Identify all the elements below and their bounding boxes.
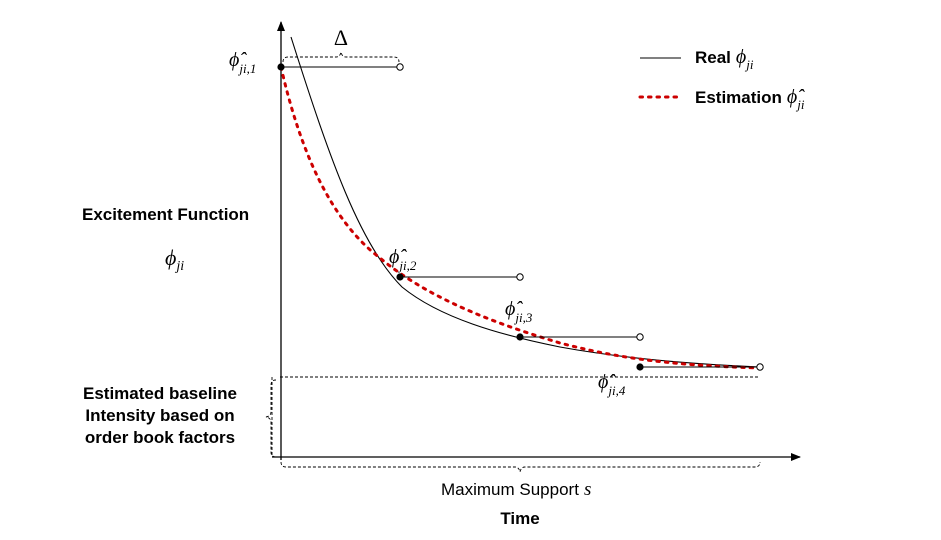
baseline-label-line1: Estimated baseline: [83, 384, 237, 403]
max-support-brace: [280, 461, 761, 473]
legend-real-label: Real ϕji: [695, 46, 754, 72]
step-start-4: [636, 363, 644, 371]
step-start-1: [277, 63, 285, 71]
point-label-3: ϕ̂ji,3: [505, 298, 533, 325]
step-end-2: [516, 273, 524, 281]
estimation-curve: [279, 65, 762, 370]
delta-brace: [282, 51, 400, 63]
step-end-4: [756, 363, 764, 371]
baseline-label-line3: order book factors: [85, 428, 235, 447]
baseline-brace: [265, 379, 277, 458]
y-axis-title: Excitement Function: [82, 205, 249, 224]
y-axis-symbol: ϕji: [165, 245, 184, 274]
step-end-3: [636, 333, 644, 341]
x-axis-title: Time: [500, 509, 539, 528]
baseline-label-line2: Intensity based on: [85, 406, 234, 425]
step-start-2: [396, 273, 404, 281]
delta-label: Δ: [334, 25, 348, 50]
point-label-4: ϕ̂ji,4: [598, 371, 626, 398]
point-label-1: ϕ̂ji,1: [229, 49, 256, 76]
real-curve: [290, 36, 761, 368]
step-start-3: [516, 333, 524, 341]
max-support-label: Maximum Support s: [441, 479, 591, 500]
step-end-1: [396, 63, 404, 71]
point-label-2: ϕ̂ji,2: [389, 246, 417, 273]
legend-estimation-label: Estimation ϕ̂ji: [695, 86, 805, 112]
